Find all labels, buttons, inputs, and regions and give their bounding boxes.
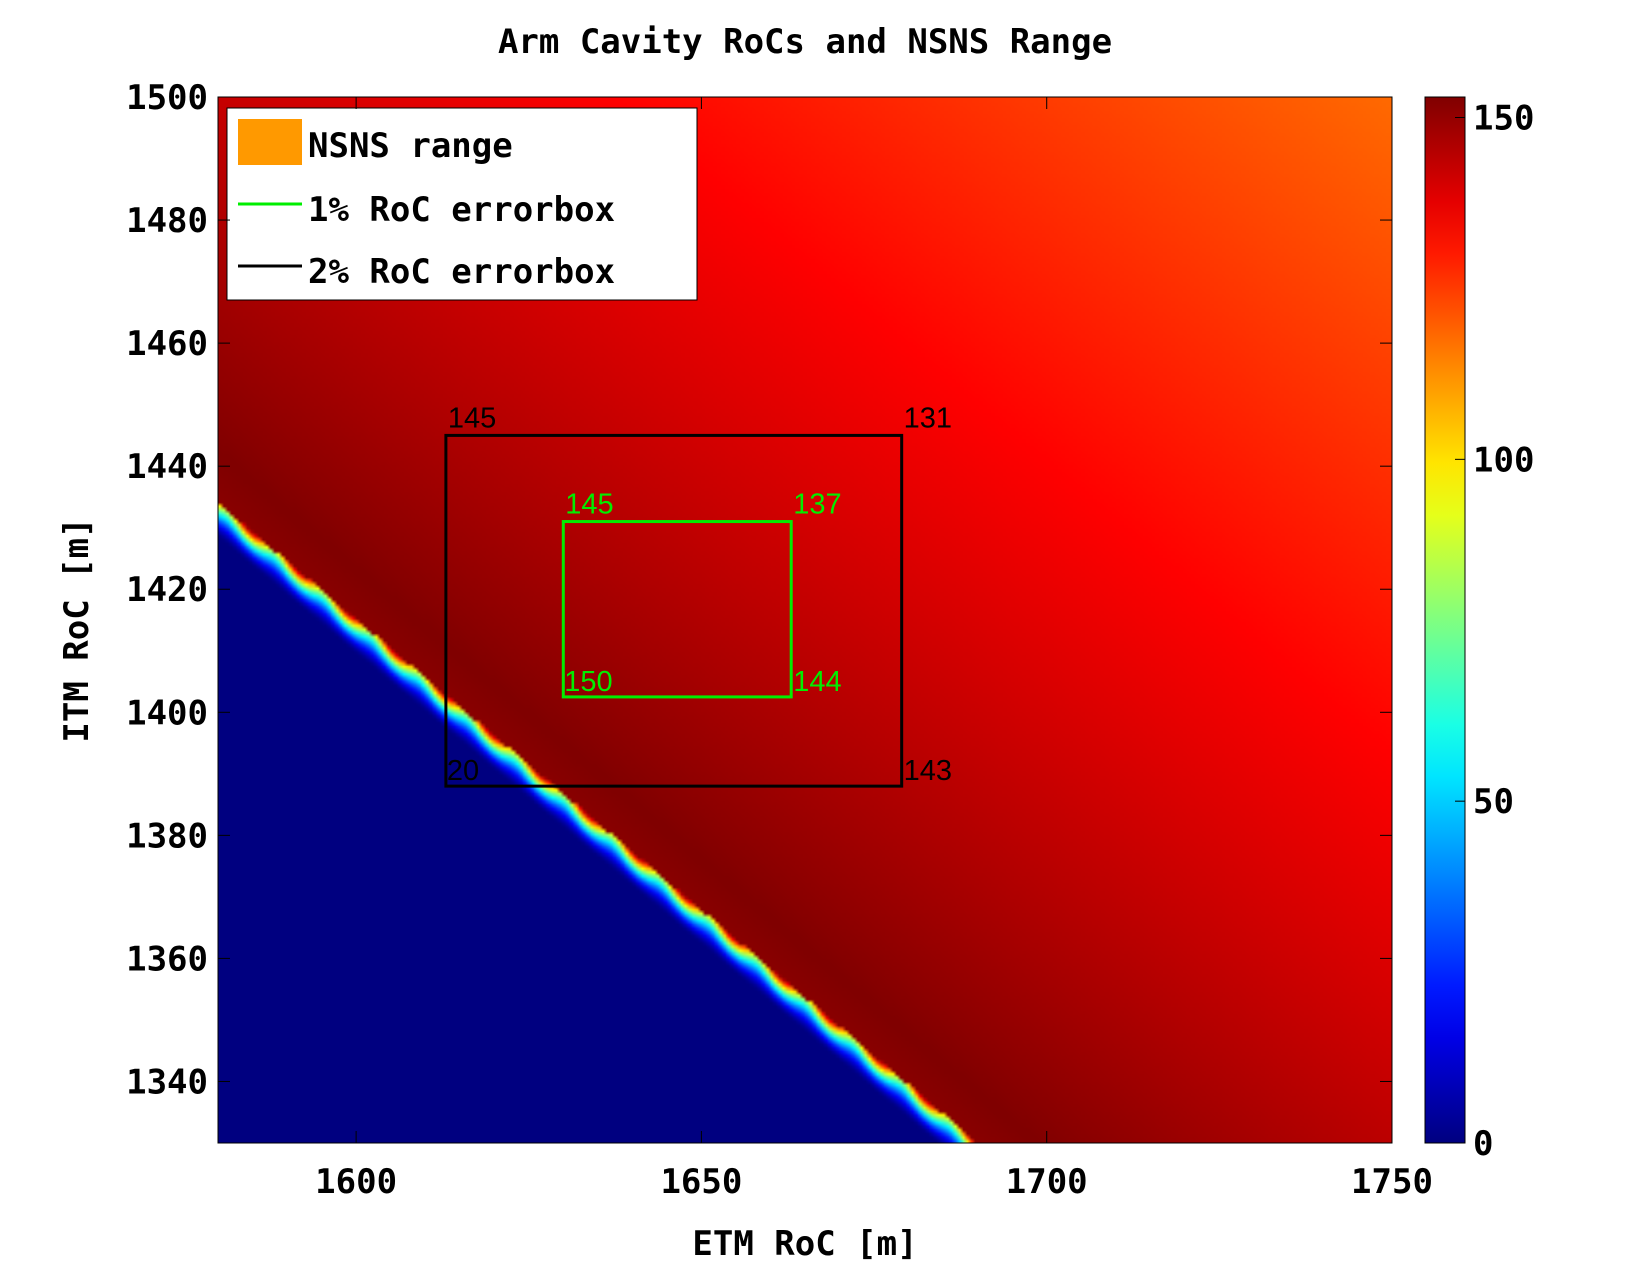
errorbox-1-corner-bottom-left: 150 (564, 666, 612, 698)
errorbox-1-corner-top-right: 137 (793, 489, 841, 521)
y-tick-label: 1420 (126, 570, 208, 610)
y-tick-label: 1340 (126, 1062, 208, 1102)
y-tick-label: 1360 (126, 939, 208, 979)
x-tick-label: 1700 (1006, 1162, 1088, 1202)
chart-title: Arm Cavity RoCs and NSNS Range (498, 22, 1112, 62)
colorbar-axis: 0 50 100 150 (1455, 99, 1534, 1164)
legend: NSNS range 1% RoC errorbox 2% RoC errorb… (226, 107, 698, 301)
errorbox-2-corner-top-right: 131 (904, 402, 952, 434)
legend-swatch-nsns (238, 119, 302, 165)
errorbox-1 (561, 520, 793, 699)
errorboxes: 145 137 150 144 145 131 20 143 (444, 402, 952, 788)
y-tick-label: 1480 (126, 201, 208, 241)
y-axis: 1340 1360 1380 1400 1420 1440 1460 1480 1500 (126, 78, 1392, 1102)
x-tick-label: 1750 (1351, 1162, 1433, 1202)
y-tick-label: 1380 (126, 816, 208, 856)
legend-box (226, 107, 698, 301)
x-axis-label: ETM RoC [m] (692, 1224, 917, 1264)
y-tick-label: 1400 (126, 693, 208, 733)
legend-label-2pct: 2% RoC errorbox (308, 252, 615, 292)
y-tick-label: 1440 (126, 447, 208, 487)
errorbox-1-corner-bottom-right: 144 (793, 666, 841, 698)
colorbar (1424, 96, 1466, 1144)
colorbar-tick-label: 150 (1473, 99, 1534, 139)
y-tick-label: 1460 (126, 324, 208, 364)
x-tick-label: 1600 (315, 1162, 397, 1202)
y-tick-label: 1500 (126, 78, 208, 118)
plot-frame (217, 96, 1393, 1144)
y-axis-label: ITM RoC [m] (57, 517, 97, 742)
colorbar-tick-label: 100 (1473, 440, 1534, 480)
legend-label-1pct: 1% RoC errorbox (308, 190, 615, 230)
x-tick-label: 1650 (660, 1162, 742, 1202)
errorbox-2 (444, 433, 904, 788)
colorbar-tick-label: 0 (1473, 1124, 1493, 1164)
colorbar-tick-label: 50 (1473, 782, 1514, 822)
errorbox-1-corner-top-left: 145 (565, 489, 613, 521)
errorbox-2-corner-bottom-right: 143 (904, 755, 952, 787)
errorbox-2-corner-top-left: 145 (448, 402, 496, 434)
errorbox-2-corner-bottom-left: 20 (447, 755, 479, 787)
x-axis: 1600 1650 1700 1750 (315, 97, 1433, 1202)
legend-label-nsns: NSNS range (308, 126, 513, 166)
